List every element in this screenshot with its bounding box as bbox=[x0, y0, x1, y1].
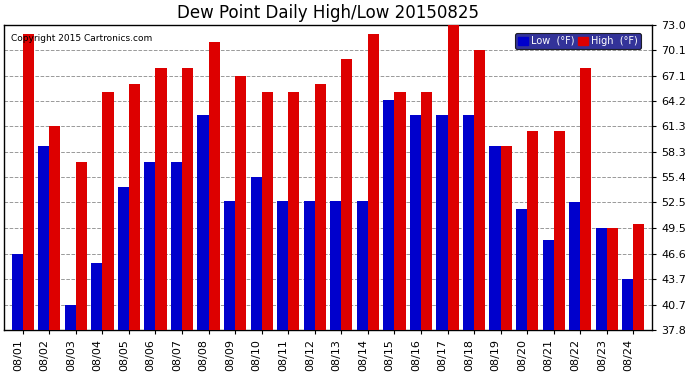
Bar bbox=[12, 254, 23, 330]
Bar bbox=[342, 59, 353, 330]
Bar bbox=[463, 115, 474, 330]
Bar bbox=[501, 146, 512, 330]
Bar bbox=[235, 76, 246, 330]
Bar bbox=[118, 187, 129, 330]
Bar bbox=[622, 279, 633, 330]
Bar bbox=[38, 146, 49, 330]
Bar bbox=[368, 34, 379, 330]
Bar bbox=[102, 92, 114, 330]
Bar bbox=[395, 92, 406, 330]
Bar bbox=[65, 304, 76, 330]
Bar bbox=[516, 209, 527, 330]
Bar bbox=[474, 50, 485, 330]
Bar bbox=[262, 92, 273, 330]
Bar bbox=[448, 25, 459, 330]
Bar bbox=[315, 84, 326, 330]
Bar bbox=[208, 42, 219, 330]
Bar bbox=[250, 177, 262, 330]
Bar bbox=[23, 34, 34, 330]
Bar bbox=[410, 115, 421, 330]
Bar bbox=[542, 240, 553, 330]
Bar bbox=[436, 115, 448, 330]
Bar bbox=[304, 201, 315, 330]
Bar bbox=[633, 224, 644, 330]
Bar bbox=[527, 130, 538, 330]
Bar bbox=[580, 68, 591, 330]
Bar bbox=[76, 162, 87, 330]
Bar bbox=[569, 202, 580, 330]
Bar bbox=[421, 92, 432, 330]
Bar bbox=[595, 228, 607, 330]
Bar bbox=[357, 201, 368, 330]
Bar bbox=[171, 162, 182, 330]
Bar bbox=[155, 68, 167, 330]
Bar bbox=[277, 201, 288, 330]
Bar bbox=[489, 146, 501, 330]
Bar bbox=[224, 201, 235, 330]
Bar bbox=[383, 99, 395, 330]
Title: Dew Point Daily High/Low 20150825: Dew Point Daily High/Low 20150825 bbox=[177, 4, 479, 22]
Text: Copyright 2015 Cartronics.com: Copyright 2015 Cartronics.com bbox=[10, 34, 152, 43]
Bar bbox=[182, 68, 193, 330]
Bar bbox=[607, 228, 618, 330]
Bar bbox=[331, 201, 342, 330]
Legend: Low  (°F), High  (°F): Low (°F), High (°F) bbox=[515, 33, 640, 49]
Bar bbox=[553, 130, 565, 330]
Bar bbox=[91, 263, 102, 330]
Bar bbox=[144, 162, 155, 330]
Bar bbox=[197, 115, 208, 330]
Bar bbox=[288, 92, 299, 330]
Bar bbox=[129, 84, 140, 330]
Bar bbox=[49, 126, 61, 330]
